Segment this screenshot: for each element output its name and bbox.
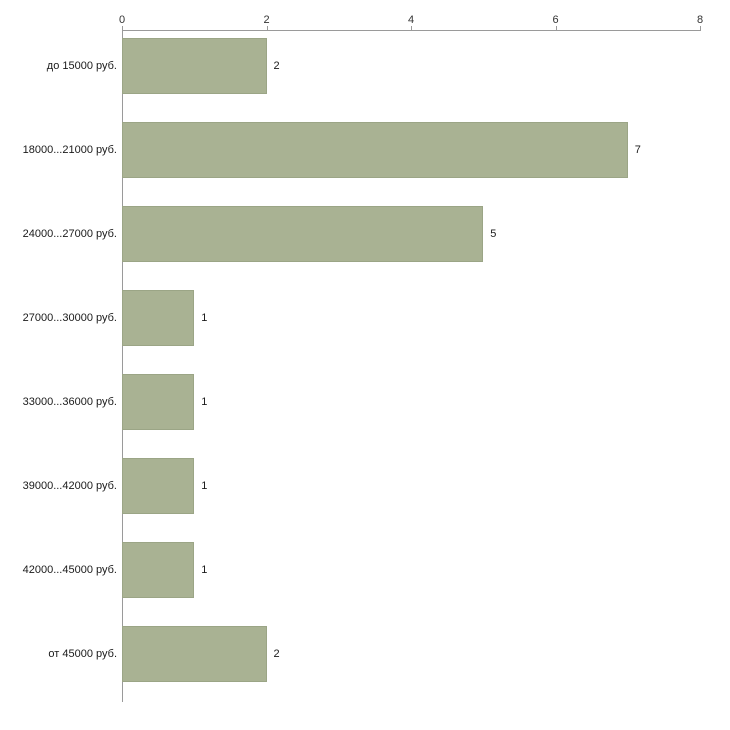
bar-row: 18000...21000 руб. 7 [0,114,730,198]
category-label: 18000...21000 руб. [22,144,117,156]
bar-row: 27000...30000 руб. 1 [0,282,730,366]
bar-rows: до 15000 руб. 2 18000...21000 руб. 7 24000..… [0,30,730,702]
value-label: 5 [490,228,497,240]
bar [122,206,484,262]
bar-row: 24000...27000 руб. 5 [0,198,730,282]
category-label: 33000...36000 руб. [22,396,117,408]
x-tick-label: 8 [696,14,704,26]
bar-row: 33000...36000 руб. 1 [0,366,730,450]
value-label: 1 [201,312,208,324]
value-label: 2 [273,60,280,72]
bar [122,458,195,514]
value-label: 1 [201,396,208,408]
bar [122,626,267,682]
bar [122,290,195,346]
category-label: до 15000 руб. [46,60,117,72]
y-axis-line [122,30,123,702]
bar [122,38,267,94]
x-tick-mark [266,26,268,31]
x-tick-label: 0 [118,14,126,26]
bar-row: 39000...42000 руб. 1 [0,450,730,534]
x-tick-mark [122,26,123,31]
bar-row: 42000...45000 руб. 1 [0,534,730,618]
x-tick-mark [700,26,701,31]
category-label: 24000...27000 руб. [22,228,117,240]
value-label: 2 [273,648,280,660]
value-label: 1 [201,480,208,492]
x-tick-label: 2 [263,14,270,26]
bar-row: от 45000 руб. 2 [0,618,730,702]
value-label: 7 [634,144,641,156]
bar [122,542,195,598]
x-tick-mark [411,26,412,31]
category-label: 39000...42000 руб. [22,480,117,492]
category-label: 42000...45000 руб. [22,564,117,576]
bar [122,374,195,430]
category-label: от 45000 руб. [48,648,117,660]
bar [122,122,628,178]
x-tick-label: 4 [407,14,415,26]
category-label: 27000...30000 руб. [22,312,117,324]
x-tick-mark [555,26,557,31]
bar-row: до 15000 руб. 2 [0,30,730,114]
x-tick-label: 6 [552,14,559,26]
value-label: 1 [201,564,208,576]
